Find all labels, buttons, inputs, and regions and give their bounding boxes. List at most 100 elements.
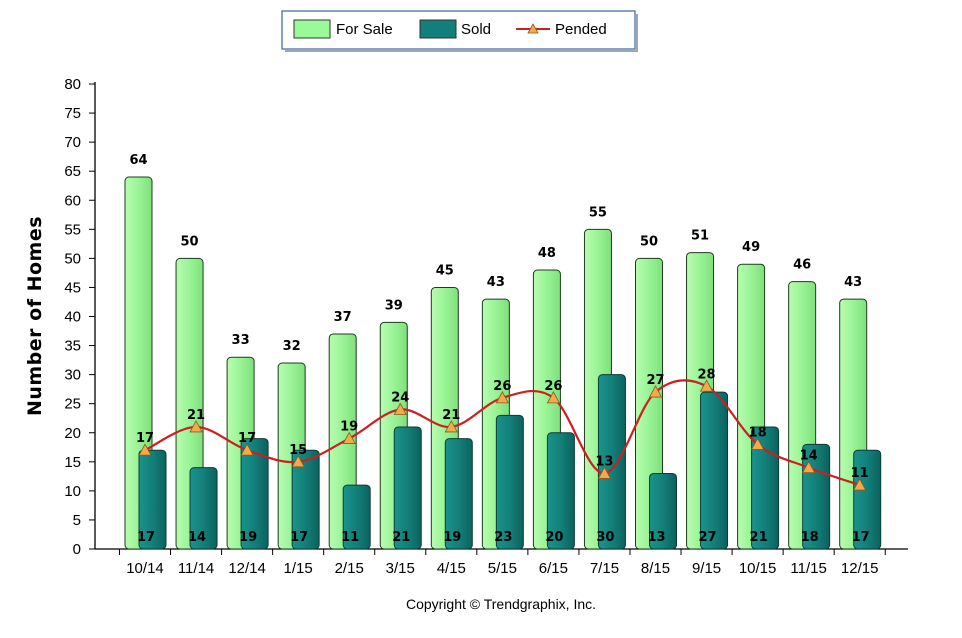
bar-sold [444, 438, 473, 550]
bar-label-for-sale: 43 [844, 275, 862, 290]
y-tick-label: 80 [64, 76, 81, 93]
point-pended [801, 460, 816, 474]
x-tick-label: 4/15 [437, 560, 466, 577]
bar-sold [189, 467, 218, 550]
bar-label-for-sale: 64 [129, 153, 147, 168]
legend-swatch-sold [419, 19, 457, 39]
bar-label-for-sale: 48 [538, 246, 556, 261]
y-tick-label: 25 [64, 396, 81, 413]
x-tick-label: 2/15 [335, 560, 364, 577]
legend: For Sale Sold Pended [281, 10, 638, 52]
legend-item-for-sale: For Sale [293, 19, 393, 39]
x-tick-label: 11/15 [790, 560, 826, 577]
x-tick-label: 5/15 [488, 560, 517, 577]
y-tick-label: 35 [64, 338, 81, 355]
point-label-pended: 18 [749, 425, 767, 440]
y-tick-label: 15 [64, 454, 81, 471]
point-pended [750, 437, 765, 450]
point-pended [495, 391, 510, 404]
bar-sold [138, 449, 167, 550]
plot-area: 0 5 10 15 20 25 30 35 40 45 50 55 60 65 70 75 80 10/14 11/… [64, 76, 908, 577]
y-tick-label: 65 [64, 163, 81, 180]
point-pended [291, 454, 305, 468]
legend-item-sold: Sold [419, 19, 491, 39]
point-pended [189, 420, 203, 433]
point-label-pended: 21 [187, 408, 205, 423]
legend-label-pended: Pended [555, 21, 607, 38]
legend-box [281, 10, 636, 50]
bar-label-sold: 17 [137, 530, 155, 545]
point-label-pended: 17 [238, 431, 256, 446]
bar-sold [342, 484, 371, 550]
bar-label-sold: 14 [188, 530, 206, 545]
bar-sold [495, 414, 524, 550]
x-tick-label: 7/15 [590, 560, 619, 577]
y-tick-label: 70 [64, 134, 81, 151]
point-pended [240, 443, 254, 456]
bar-label-sold: 13 [647, 530, 665, 545]
point-label-pended: 24 [391, 391, 409, 406]
y-tick-label: 30 [64, 367, 81, 384]
bar-label-for-sale: 55 [589, 205, 607, 220]
bar-sold [291, 449, 320, 550]
bar-label-sold: 19 [239, 530, 257, 545]
point-pended [853, 478, 867, 491]
y-tick-label: 50 [64, 250, 81, 267]
point-pended [342, 431, 356, 444]
bar-label-sold: 11 [341, 530, 359, 545]
legend-label-for-sale: For Sale [336, 21, 393, 38]
point-pended [138, 443, 152, 456]
x-tick-label: 10/15 [739, 560, 777, 577]
bar-sold [853, 449, 882, 550]
x-tick-label: 12/14 [228, 560, 266, 577]
point-label-pended: 26 [544, 379, 562, 394]
bar-label-sold: 18 [801, 530, 819, 545]
bar-sold [700, 391, 729, 550]
bar-label-sold: 30 [596, 530, 614, 545]
point-label-pended: 27 [646, 373, 664, 388]
x-tick-label: 1/15 [284, 560, 313, 577]
y-axis-title: Number of Homes [24, 216, 46, 416]
bar-label-for-sale: 51 [691, 229, 709, 244]
x-tick-label: 6/15 [539, 560, 568, 577]
y-tick-label: 5 [73, 512, 81, 529]
y-tick-label: 20 [64, 425, 81, 442]
y-tick-label: 10 [64, 483, 81, 500]
point-label-pended: 13 [595, 454, 613, 469]
y-tick-label: 0 [73, 541, 81, 558]
x-tick-label: 3/15 [386, 560, 415, 577]
bar-sold [751, 426, 780, 550]
y-tick-label: 45 [64, 279, 81, 296]
point-pended [597, 466, 612, 479]
bar-label-sold: 23 [494, 530, 512, 545]
legend-box-shadow [636, 14, 638, 51]
x-tick-label: 11/14 [178, 560, 214, 577]
legend-item-pended: Pended [516, 21, 607, 38]
bar-label-sold: 20 [545, 530, 563, 545]
bar-label-sold: 21 [750, 530, 768, 545]
bar-label-for-sale: 37 [334, 310, 352, 325]
bar-label-for-sale: 45 [436, 263, 454, 278]
point-pended [546, 391, 561, 404]
x-tick-label: 12/15 [841, 560, 879, 577]
legend-swatch-for-sale [293, 19, 331, 39]
bar-label-for-sale: 50 [640, 234, 658, 249]
x-tick-label: 8/15 [641, 560, 670, 577]
bar-label-sold: 17 [290, 530, 308, 545]
legend-label-sold: Sold [461, 21, 491, 38]
legend-box-shadow-bottom [285, 50, 638, 52]
point-pended [699, 379, 714, 392]
y-tick-label: 75 [64, 105, 81, 122]
bar-label-for-sale: 43 [487, 275, 505, 290]
x-tick-label: 10/14 [126, 560, 164, 577]
point-pended [648, 385, 663, 398]
y-tick-label: 55 [64, 221, 81, 238]
bar-label-for-sale: 39 [385, 298, 403, 313]
bar-label-sold: 17 [852, 530, 870, 545]
bar-label-for-sale: 33 [232, 333, 250, 348]
line-pended [144, 379, 861, 487]
point-label-pended: 26 [493, 379, 511, 394]
bar-label-for-sale: 49 [742, 240, 760, 255]
bar-label-for-sale: 50 [181, 234, 199, 249]
